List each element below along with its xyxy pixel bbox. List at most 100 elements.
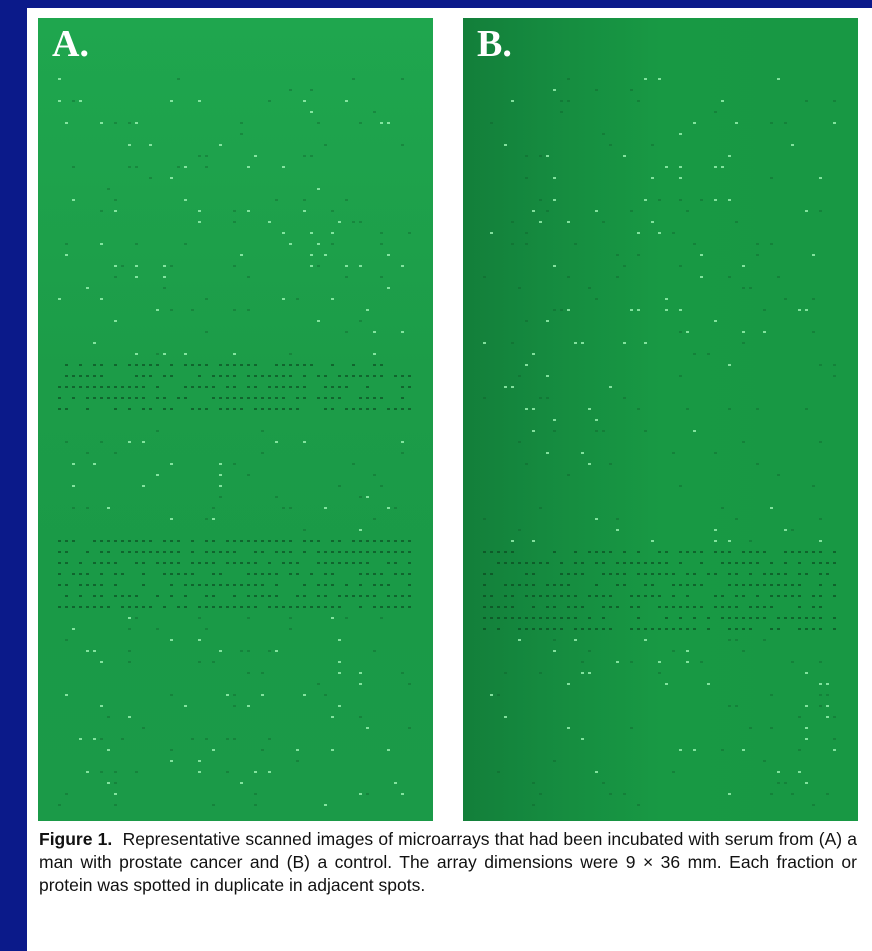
spot	[763, 309, 766, 311]
spot	[107, 540, 110, 542]
spot	[497, 628, 500, 630]
spot	[177, 166, 180, 168]
spot	[401, 408, 404, 410]
spot	[303, 606, 306, 608]
spot	[114, 364, 117, 366]
spot	[345, 199, 348, 201]
spot	[770, 243, 773, 245]
spot	[791, 661, 794, 663]
spot	[212, 749, 215, 751]
spot	[107, 606, 110, 608]
spot	[819, 595, 822, 597]
spot	[805, 408, 808, 410]
spot	[707, 573, 710, 575]
spot	[261, 584, 264, 586]
spot	[198, 408, 201, 410]
spot	[539, 793, 542, 795]
spot	[742, 342, 745, 344]
spot	[289, 573, 292, 575]
spot	[72, 463, 75, 465]
spot	[303, 441, 306, 443]
spot	[525, 617, 528, 619]
spot	[511, 562, 514, 564]
spot	[163, 606, 166, 608]
spot	[191, 540, 194, 542]
spot	[142, 408, 145, 410]
spot	[65, 595, 68, 597]
spot	[373, 650, 376, 652]
spot	[142, 727, 145, 729]
spot	[497, 617, 500, 619]
spot	[233, 265, 236, 267]
spot	[581, 738, 584, 740]
spot	[532, 210, 535, 212]
spot	[518, 628, 521, 630]
spot	[205, 166, 208, 168]
spot	[401, 397, 404, 399]
spot	[359, 496, 362, 498]
spot	[65, 606, 68, 608]
spot	[637, 232, 640, 234]
spot	[93, 540, 96, 542]
spot	[149, 375, 152, 377]
spot	[798, 584, 801, 586]
spot	[721, 507, 724, 509]
caption: Figure 1. Representative scanned images …	[39, 828, 857, 897]
spot	[686, 573, 689, 575]
spot	[819, 441, 822, 443]
spot	[107, 562, 110, 564]
spot	[205, 155, 208, 157]
spot	[609, 144, 612, 146]
spot	[483, 617, 486, 619]
spot	[595, 89, 598, 91]
spot	[135, 595, 138, 597]
spot	[247, 606, 250, 608]
spot	[728, 617, 731, 619]
spot	[310, 111, 313, 113]
spot	[324, 375, 327, 377]
spot	[100, 738, 103, 740]
spot	[511, 540, 514, 542]
spot	[777, 771, 780, 773]
spot	[602, 562, 605, 564]
spot	[602, 617, 605, 619]
spot	[100, 364, 103, 366]
spot	[303, 529, 306, 531]
spot	[282, 562, 285, 564]
spot	[595, 210, 598, 212]
spot	[511, 386, 514, 388]
spot	[338, 661, 341, 663]
spot	[79, 606, 82, 608]
spot	[359, 606, 362, 608]
spot	[826, 705, 829, 707]
spot	[679, 133, 682, 135]
spot	[58, 397, 61, 399]
spot	[560, 562, 563, 564]
spot	[100, 562, 103, 564]
spot	[518, 287, 521, 289]
spot	[296, 298, 299, 300]
spot	[525, 232, 528, 234]
spot	[721, 551, 724, 553]
spot	[345, 408, 348, 410]
spot	[609, 573, 612, 575]
spot	[539, 595, 542, 597]
spot	[149, 540, 152, 542]
spot	[707, 353, 710, 355]
spot	[525, 177, 528, 179]
spot	[100, 573, 103, 575]
caption-text: Representative scanned images of microar…	[39, 829, 857, 895]
spot	[798, 309, 801, 311]
spot	[65, 364, 68, 366]
spot	[504, 672, 507, 674]
spot	[581, 573, 584, 575]
spot	[198, 386, 201, 388]
spot	[198, 760, 201, 762]
spot	[518, 639, 521, 641]
spot	[345, 551, 348, 553]
spot	[345, 386, 348, 388]
spot	[114, 265, 117, 267]
spot	[714, 529, 717, 531]
spot	[700, 606, 703, 608]
spot	[247, 672, 250, 674]
